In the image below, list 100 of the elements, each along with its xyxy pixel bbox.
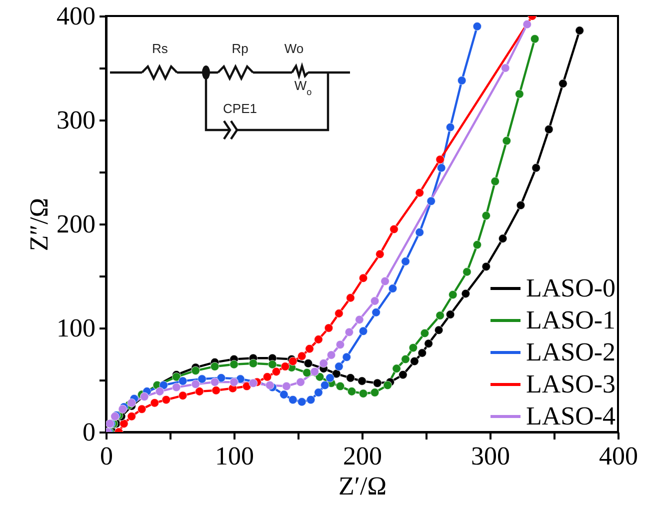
point: [191, 366, 200, 376]
point: [288, 395, 298, 404]
point: [216, 373, 226, 382]
point: [434, 326, 444, 335]
y-axis-title: Z″/Ω: [24, 198, 54, 252]
point: [194, 386, 204, 396]
x-tick-label: 300: [471, 442, 510, 470]
y-tick-label: 0: [82, 418, 96, 446]
point: [418, 348, 427, 358]
point: [446, 122, 455, 132]
point: [248, 378, 258, 388]
point: [461, 289, 470, 298]
point: [575, 26, 584, 36]
point: [424, 339, 434, 348]
point: [472, 22, 482, 31]
point: [370, 388, 380, 397]
point: [127, 398, 136, 408]
point: [310, 367, 320, 376]
point: [198, 374, 206, 384]
annotation: W$_{o}$: [294, 78, 312, 97]
point: [302, 368, 312, 378]
point: [532, 163, 541, 172]
point: [279, 390, 288, 400]
point: [482, 211, 491, 220]
point: [150, 398, 160, 408]
point: [230, 378, 238, 387]
x-axis-title: Z′/Ω: [338, 472, 387, 500]
point: [408, 343, 418, 352]
point: [514, 90, 524, 98]
point: [380, 276, 390, 286]
point: [342, 352, 352, 362]
point: [502, 136, 512, 146]
x-tick-label: 200: [343, 442, 382, 470]
point: [358, 274, 368, 283]
point: [320, 380, 330, 390]
point: [401, 354, 410, 364]
point: [282, 382, 291, 391]
y-tick-label: 200: [56, 210, 96, 238]
point: [472, 240, 482, 250]
point: [155, 386, 164, 396]
point: [415, 188, 424, 198]
point: [178, 391, 188, 400]
x-tick-label: 400: [599, 442, 638, 470]
point: [296, 378, 306, 387]
point: [297, 397, 306, 406]
point: [210, 378, 220, 387]
legend-label: LASO-2: [526, 338, 616, 366]
point: [372, 308, 381, 317]
point: [336, 382, 345, 391]
point: [370, 296, 380, 306]
point: [137, 404, 146, 414]
annotation: CPE1: [223, 101, 257, 116]
point: [426, 196, 436, 206]
point: [498, 234, 508, 244]
point: [436, 163, 446, 172]
point: [236, 374, 245, 384]
point: [372, 378, 382, 388]
y-tick-label: 400: [56, 2, 96, 30]
point: [346, 293, 355, 302]
point: [392, 364, 402, 374]
point: [388, 284, 398, 293]
point: [212, 386, 221, 395]
point: [336, 340, 345, 350]
point: [490, 176, 500, 186]
point: [319, 358, 328, 368]
point: [390, 224, 398, 234]
point: [457, 76, 466, 85]
point: [516, 200, 526, 210]
point: [401, 256, 410, 266]
point: [326, 350, 336, 360]
point: [272, 367, 281, 376]
point: [436, 155, 445, 164]
point: [230, 360, 238, 369]
point: [304, 358, 313, 368]
legend-label: LASO-0: [526, 274, 616, 302]
point: [446, 310, 455, 319]
point: [172, 382, 181, 392]
point: [119, 419, 128, 428]
point: [262, 372, 272, 382]
point: [354, 315, 364, 324]
point: [265, 380, 274, 390]
point: [162, 395, 171, 404]
point: [448, 290, 458, 300]
point: [305, 344, 314, 354]
point: [544, 124, 554, 134]
point: [268, 360, 277, 369]
point: [297, 352, 306, 361]
point: [326, 373, 334, 382]
legend-label: LASO-3: [526, 370, 616, 398]
point: [462, 267, 472, 276]
point: [530, 34, 540, 44]
point: [344, 328, 354, 337]
point: [500, 64, 510, 72]
point: [358, 376, 366, 386]
point: [248, 358, 258, 368]
point: [306, 395, 316, 404]
x-tick-label: 100: [215, 442, 254, 470]
point: [191, 380, 200, 389]
legend-label: LASO-1: [526, 306, 616, 334]
annotation: Rp: [232, 41, 248, 56]
